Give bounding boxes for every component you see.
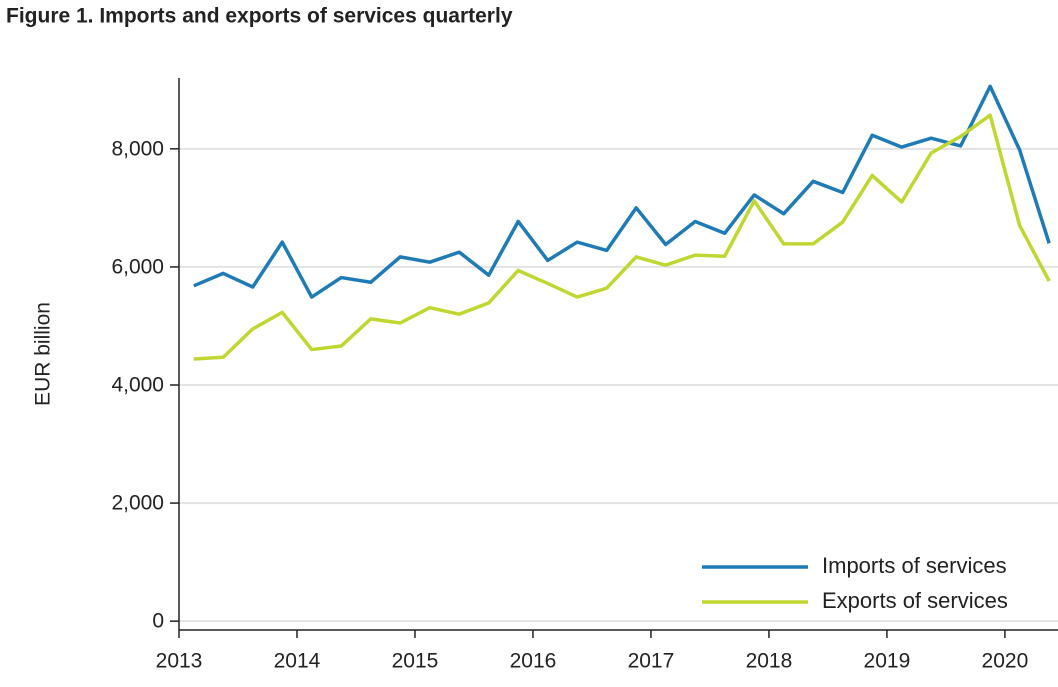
x-tick-label: 2020 (982, 650, 1029, 673)
legend-label: Exports of services (822, 588, 1008, 613)
x-tick-label: 2019 (864, 650, 911, 673)
x-tick-label: 2015 (392, 650, 439, 673)
y-tick-label: 0 (152, 610, 164, 633)
y-tick-label: 4,000 (111, 374, 164, 397)
x-tick-label: 2017 (628, 650, 675, 673)
legend-label: Imports of services (822, 553, 1007, 578)
y-tick-label: 8,000 (111, 137, 164, 160)
y-tick-label: 2,000 (111, 492, 164, 515)
data-line (193, 84, 1051, 299)
x-tick-label: 2013 (156, 650, 203, 673)
y-tick-label: 6,000 (111, 255, 164, 278)
x-tick-label: 2014 (274, 650, 321, 673)
chart-title: Figure 1. Imports and exports of service… (6, 5, 513, 28)
data-line (193, 113, 1051, 361)
x-tick-label: 2016 (510, 650, 557, 673)
y-axis-label: EUR billion (32, 302, 55, 406)
x-tick-label: 2018 (746, 650, 793, 673)
